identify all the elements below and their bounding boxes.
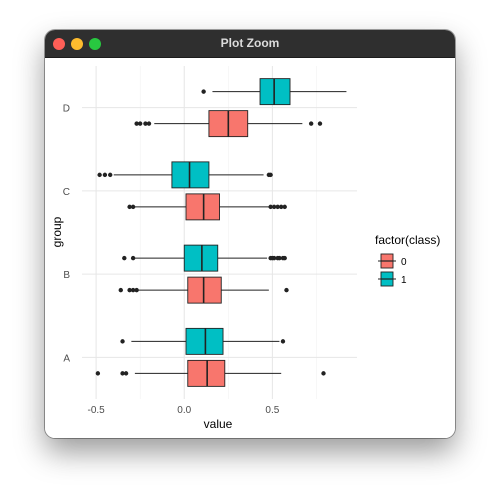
outlier-point xyxy=(308,121,314,126)
outlier-point xyxy=(282,255,287,261)
close-button[interactable] xyxy=(53,38,65,50)
legend: factor(class) 0 1 xyxy=(375,233,440,287)
box-body xyxy=(187,359,226,387)
outlier-point xyxy=(268,204,273,210)
box-body xyxy=(259,78,291,106)
outlier-point xyxy=(271,255,277,261)
y-tick-label: B xyxy=(63,270,70,281)
plot-zoom-window: Plot Zoom A B C D -0.5 0.0 0.5 value group fa… xyxy=(45,30,455,438)
outlier-point xyxy=(118,287,123,293)
box-D-class-0 xyxy=(134,110,323,138)
boxplot-chart: A B C D -0.5 0.0 0.5 value group factor(class… xyxy=(50,66,440,431)
box-body xyxy=(185,327,224,355)
outlier-point xyxy=(317,121,323,126)
outlier-point xyxy=(134,121,139,126)
outlier-point xyxy=(278,204,284,210)
legend-key-class-0 xyxy=(378,253,396,269)
outlier-point xyxy=(123,371,129,376)
box-A-class-1 xyxy=(120,327,286,355)
y-tick-label: A xyxy=(63,353,70,364)
plot-area: A B C D -0.5 0.0 0.5 value group factor(class… xyxy=(45,58,455,438)
maximize-button[interactable] xyxy=(89,38,101,50)
title-bar: Plot Zoom xyxy=(45,30,455,58)
box-C-class-1 xyxy=(97,161,273,189)
box-C-class-0 xyxy=(127,193,287,221)
y-tick-label: D xyxy=(63,104,70,115)
legend-label: 0 xyxy=(401,257,407,268)
box-B-class-1 xyxy=(122,244,287,272)
outlier-point xyxy=(280,339,286,344)
outlier-point xyxy=(122,255,127,261)
box-A-class-0 xyxy=(95,359,326,387)
y-tick-labels: A B C D xyxy=(63,104,71,365)
outlier-point xyxy=(137,121,143,126)
outlier-point xyxy=(275,204,280,210)
outlier-point xyxy=(271,204,277,210)
outlier-point xyxy=(284,287,289,293)
outlier-point xyxy=(127,204,132,210)
y-axis-label: group xyxy=(50,216,64,247)
outlier-point xyxy=(127,287,132,293)
box-body xyxy=(187,276,222,304)
y-tick-label: C xyxy=(63,187,70,198)
outlier-point xyxy=(134,287,139,293)
window-title: Plot Zoom xyxy=(220,36,280,50)
box-B-class-0 xyxy=(118,276,289,304)
outlier-point xyxy=(321,371,326,376)
x-tick-label: 0.5 xyxy=(265,405,279,416)
outlier-point xyxy=(108,172,113,178)
x-tick-label: 0.0 xyxy=(177,405,191,416)
box-body xyxy=(183,244,219,272)
box-body xyxy=(185,193,220,221)
x-tick-labels: -0.5 0.0 0.5 xyxy=(87,405,279,416)
outlier-point xyxy=(282,204,287,210)
box-series xyxy=(95,78,347,387)
box-body xyxy=(171,161,210,189)
outlier-point xyxy=(143,121,148,126)
outlier-point xyxy=(130,287,136,293)
outlier-point xyxy=(201,89,206,94)
outlier-point xyxy=(102,172,108,178)
x-axis-label: value xyxy=(204,417,233,431)
legend-title: factor(class) xyxy=(375,233,440,247)
legend-label: 1 xyxy=(401,275,407,286)
x-tick-label: -0.5 xyxy=(87,405,105,416)
outlier-point xyxy=(268,172,273,178)
outlier-point xyxy=(277,255,282,261)
minimize-button[interactable] xyxy=(71,38,83,50)
outlier-point xyxy=(146,121,152,126)
outlier-point xyxy=(130,255,136,261)
outlier-point xyxy=(97,172,102,178)
outlier-point xyxy=(130,204,136,210)
box-D-class-1 xyxy=(201,78,347,106)
outlier-point xyxy=(120,371,125,376)
outlier-point xyxy=(120,339,125,344)
legend-key-class-1 xyxy=(378,271,396,287)
outlier-point xyxy=(95,371,101,376)
